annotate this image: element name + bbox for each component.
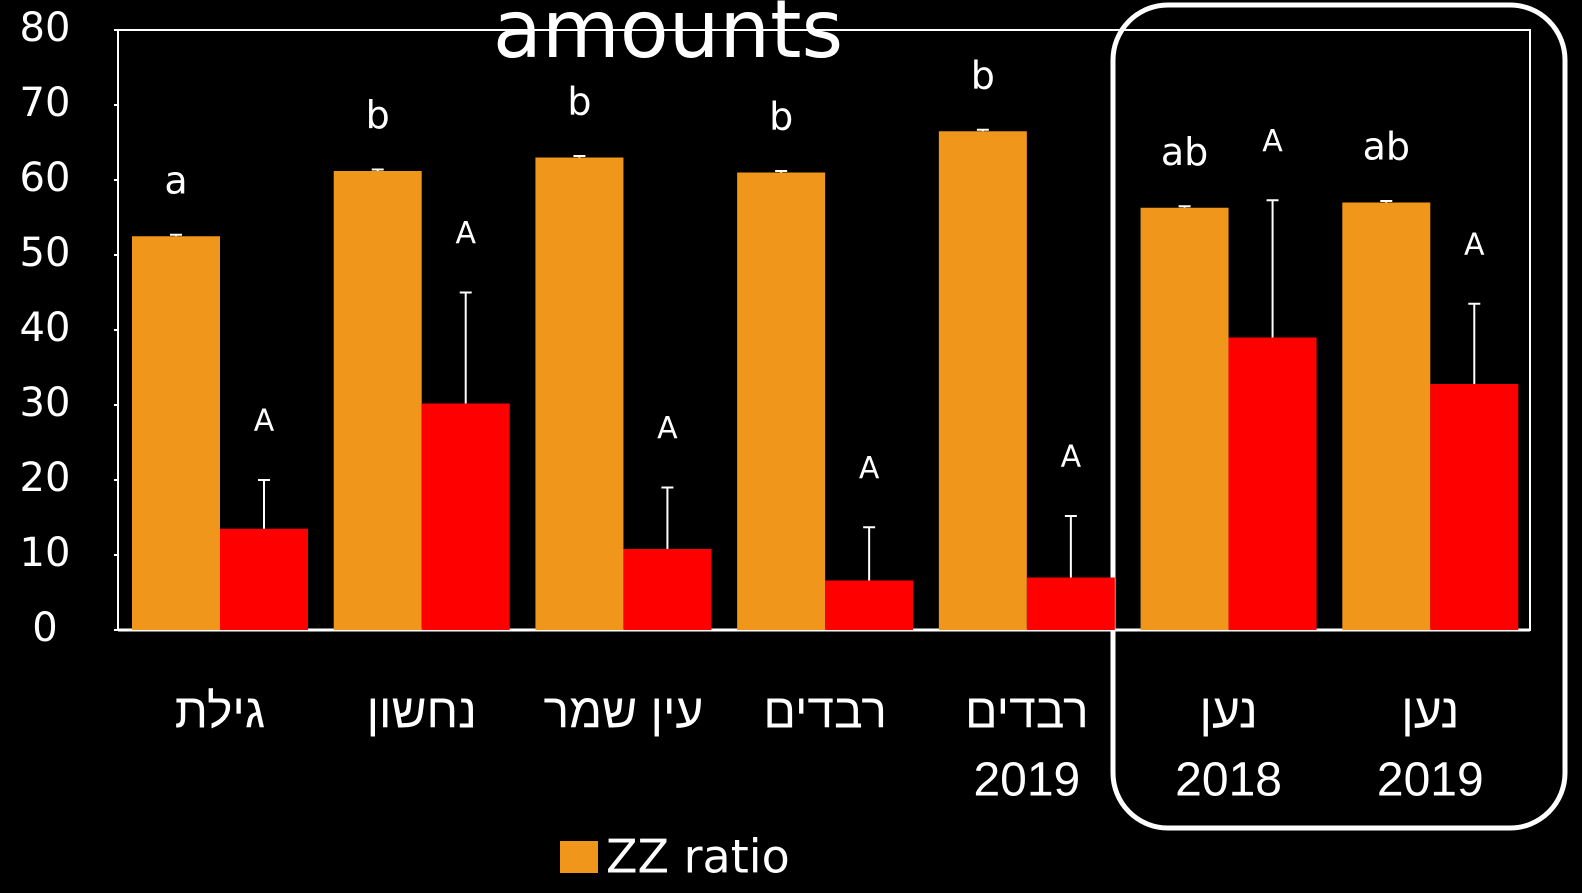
x-tick-label: עין שמר <box>543 686 703 739</box>
bar <box>1026 577 1115 630</box>
y-tick-label: 20 <box>20 455 71 501</box>
bar <box>1430 384 1519 630</box>
bar <box>623 549 712 630</box>
y-tick-label: 30 <box>20 380 71 426</box>
x-tick-label: 2019 <box>1377 754 1484 807</box>
bar <box>1228 337 1317 630</box>
significance-letter: A <box>1464 227 1485 262</box>
x-tick-label: רבדים <box>763 686 887 739</box>
x-tick-label: גילת <box>175 686 265 739</box>
significance-letter: b <box>567 80 591 124</box>
x-tick-label: נען <box>1401 686 1459 739</box>
x-tick-label: רבדים <box>965 686 1089 739</box>
x-tick-label: 2018 <box>1175 754 1282 807</box>
significance-letter: a <box>164 158 187 202</box>
x-tick-label: נען <box>1200 686 1258 739</box>
bar <box>421 403 510 630</box>
bar <box>220 528 308 630</box>
highlight-box <box>1110 2 1568 831</box>
significance-letter: b <box>769 95 793 139</box>
bar <box>1140 207 1229 630</box>
legend-label: ZZ ratio <box>606 830 790 884</box>
significance-letter: b <box>366 93 390 137</box>
y-tick-label: 50 <box>20 230 71 276</box>
x-tick-label: נחשון <box>367 686 477 739</box>
legend-swatch <box>560 841 598 873</box>
bar <box>737 172 826 630</box>
y-tick-label: 70 <box>20 80 71 126</box>
x-tick-label: 2019 <box>973 754 1080 807</box>
significance-letter: A <box>455 216 476 251</box>
y-tick-label: 60 <box>20 155 71 201</box>
significance-letter: A <box>254 404 275 439</box>
significance-letter: ab <box>1161 130 1208 174</box>
bar <box>825 580 914 630</box>
significance-letter: b <box>971 53 995 97</box>
significance-letter: ab <box>1363 125 1410 169</box>
y-tick-label: 0 <box>32 605 57 651</box>
bar <box>535 157 624 630</box>
significance-letter: A <box>859 451 880 486</box>
bar <box>132 236 220 630</box>
bar <box>1342 202 1431 630</box>
bar <box>333 171 422 630</box>
y-tick-label: 80 <box>20 5 71 51</box>
significance-letter: A <box>657 411 678 446</box>
chart-title: amounts <box>493 0 843 76</box>
bar <box>938 131 1027 630</box>
y-tick-label: 10 <box>20 530 71 576</box>
significance-letter: A <box>1262 124 1283 159</box>
significance-letter: A <box>1061 440 1082 475</box>
y-tick-label: 40 <box>20 305 71 351</box>
